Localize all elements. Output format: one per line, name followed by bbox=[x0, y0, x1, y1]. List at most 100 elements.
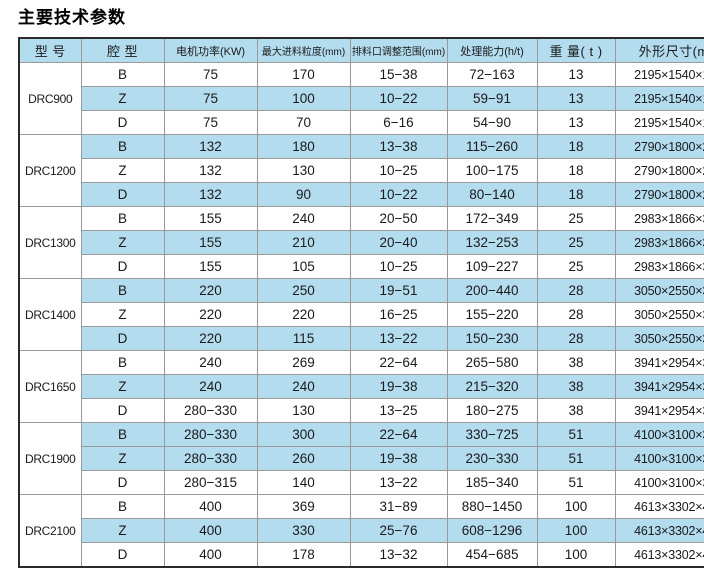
cell-power: 400 bbox=[163, 542, 258, 568]
cell-weight: 38 bbox=[536, 374, 616, 399]
column-header-1: 腔 型 bbox=[80, 37, 165, 63]
cell-feed: 100 bbox=[256, 86, 351, 111]
cell-weight: 18 bbox=[536, 158, 616, 183]
cell-size: 4613×3302×4638 bbox=[614, 494, 704, 519]
cell-feed: 140 bbox=[256, 470, 351, 495]
cell-size: 4613×3302×4638 bbox=[614, 542, 704, 568]
cell-cavity: D bbox=[80, 326, 165, 351]
cell-size: 3050×2550×3160 bbox=[614, 278, 704, 303]
technical-parameters-table: 型 号腔 型电机功率(KW) 最大进料粒度(mm) 排料口调整范围(mm) 处理能力(… bbox=[18, 37, 704, 568]
cell-cavity: Z bbox=[80, 230, 165, 255]
cell-feed: 369 bbox=[256, 494, 351, 519]
cell-size: 2195×1540×1651 bbox=[614, 86, 704, 111]
cell-power: 280−330 bbox=[163, 422, 258, 447]
cell-discharge: 25−76 bbox=[349, 518, 448, 543]
cell-cavity: D bbox=[80, 542, 165, 568]
cell-discharge: 19−38 bbox=[349, 446, 448, 471]
cell-weight: 38 bbox=[536, 350, 616, 375]
cell-feed: 70 bbox=[256, 110, 351, 135]
cell-power: 280−315 bbox=[163, 470, 258, 495]
cell-cavity: Z bbox=[80, 86, 165, 111]
cell-size: 2790×1800×2800 bbox=[614, 182, 704, 207]
cell-cavity: D bbox=[80, 182, 165, 207]
cell-weight: 25 bbox=[536, 206, 616, 231]
cell-size: 3941×2954×3771 bbox=[614, 374, 704, 399]
cell-discharge: 10−25 bbox=[349, 158, 448, 183]
cell-cavity: D bbox=[80, 110, 165, 135]
cell-weight: 28 bbox=[536, 326, 616, 351]
cell-weight: 13 bbox=[536, 62, 616, 87]
cell-capacity: 880−1450 bbox=[446, 494, 538, 519]
table-row: DRC2100 B 400 369 31−89 880−1450 100 4613×3302×… bbox=[18, 494, 704, 568]
cell-discharge: 31−89 bbox=[349, 494, 448, 519]
cell-discharge: 13−32 bbox=[349, 542, 448, 568]
cell-feed: 90 bbox=[256, 182, 351, 207]
cell-capacity: 230−330 bbox=[446, 446, 538, 471]
cell-weight: 18 bbox=[536, 134, 616, 159]
cell-weight: 51 bbox=[536, 446, 616, 471]
cell-discharge: 13−25 bbox=[349, 398, 448, 423]
cell-power: 155 bbox=[163, 206, 258, 231]
cell-cavity: B bbox=[80, 278, 165, 303]
cell-discharge: 19−38 bbox=[349, 374, 448, 399]
cell-power: 280−330 bbox=[163, 398, 258, 423]
cell-feed: 250 bbox=[256, 278, 351, 303]
cell-capacity: 454−685 bbox=[446, 542, 538, 568]
cell-capacity: 59−91 bbox=[446, 86, 538, 111]
cell-feed: 115 bbox=[256, 326, 351, 351]
cell-weight: 38 bbox=[536, 398, 616, 423]
cell-cavity: Z bbox=[80, 446, 165, 471]
cell-capacity: 80−140 bbox=[446, 182, 538, 207]
cell-weight: 13 bbox=[536, 110, 616, 135]
cell-power: 75 bbox=[163, 110, 258, 135]
cell-cavity: D bbox=[80, 254, 165, 279]
cell-discharge: 19−51 bbox=[349, 278, 448, 303]
spec-table-container: 型 号腔 型电机功率(KW) 最大进料粒度(mm) 排料口调整范围(mm) 处理能力(… bbox=[0, 30, 704, 568]
cell-capacity: 172−349 bbox=[446, 206, 538, 231]
cell-feed: 130 bbox=[256, 398, 351, 423]
cell-feed: 210 bbox=[256, 230, 351, 255]
cell-size: 2983×1866×3156 bbox=[614, 230, 704, 255]
cell-weight: 100 bbox=[536, 494, 616, 519]
cell-weight: 18 bbox=[536, 182, 616, 207]
cell-power: 75 bbox=[163, 62, 258, 87]
cell-capacity: 200−440 bbox=[446, 278, 538, 303]
cell-weight: 25 bbox=[536, 254, 616, 279]
cell-size: 4613×3302×4638 bbox=[614, 518, 704, 543]
cell-capacity: 330−725 bbox=[446, 422, 538, 447]
cell-cavity: B bbox=[80, 206, 165, 231]
cell-size: 2790×1800×2800 bbox=[614, 134, 704, 159]
cell-discharge: 20−50 bbox=[349, 206, 448, 231]
cell-feed: 178 bbox=[256, 542, 351, 568]
cell-cavity: B bbox=[80, 494, 165, 519]
column-header-0: 型 号 bbox=[18, 37, 82, 63]
cell-power: 220 bbox=[163, 302, 258, 327]
cell-size: 3941×2954×3771 bbox=[614, 350, 704, 375]
cell-cavity: D bbox=[80, 470, 165, 495]
cell-feed: 170 bbox=[256, 62, 351, 87]
cell-feed: 180 bbox=[256, 134, 351, 159]
cell-power: 220 bbox=[163, 278, 258, 303]
cell-power: 240 bbox=[163, 374, 258, 399]
cell-feed: 240 bbox=[256, 206, 351, 231]
cell-discharge: 6−16 bbox=[349, 110, 448, 135]
cell-power: 75 bbox=[163, 86, 258, 111]
model-name-cell: DRC1650 bbox=[18, 350, 82, 423]
cell-weight: 100 bbox=[536, 542, 616, 568]
cell-capacity: 100−175 bbox=[446, 158, 538, 183]
cell-feed: 130 bbox=[256, 158, 351, 183]
cell-power: 400 bbox=[163, 518, 258, 543]
model-name-cell: DRC1200 bbox=[18, 134, 82, 207]
cell-capacity: 265−580 bbox=[446, 350, 538, 375]
cell-size: 4100×3100×3950 bbox=[614, 422, 704, 447]
cell-discharge: 16−25 bbox=[349, 302, 448, 327]
cell-power: 220 bbox=[163, 326, 258, 351]
cell-feed: 330 bbox=[256, 518, 351, 543]
